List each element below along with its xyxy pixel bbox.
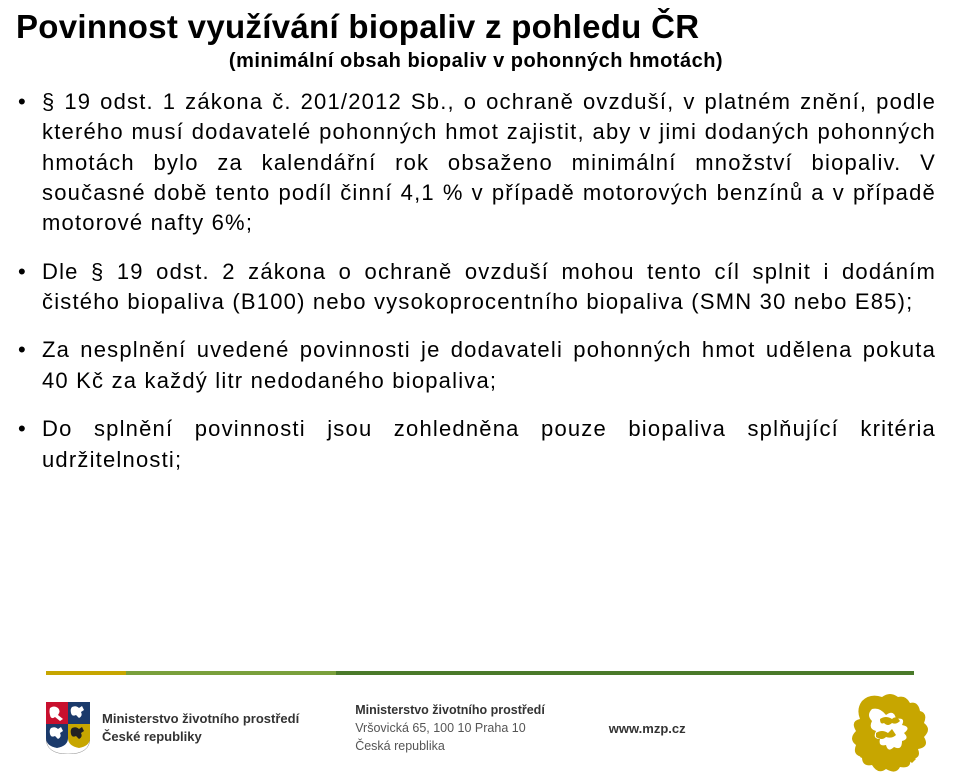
footer-stripe bbox=[46, 671, 914, 675]
page-title: Povinnost využívání biopaliv z pohledu Č… bbox=[16, 8, 936, 46]
logo-text-line2: České republiky bbox=[102, 728, 299, 746]
coat-of-arms-icon bbox=[46, 702, 90, 754]
bullet-text: Dle § 19 odst. 2 zákona o ochraně ovzduš… bbox=[42, 257, 936, 318]
list-item: • Za nesplnění uvedené povinnosti je dod… bbox=[16, 335, 936, 396]
bullet-mark: • bbox=[16, 87, 42, 239]
page-subtitle: (minimální obsah biopaliv v pohonných hm… bbox=[16, 50, 936, 73]
bullet-text: Do splnění povinnosti jsou zohledněna po… bbox=[42, 414, 936, 475]
ministry-url: www.mzp.cz bbox=[609, 721, 686, 736]
bullet-list: • § 19 odst. 1 zákona č. 201/2012 Sb., o… bbox=[16, 87, 936, 475]
list-item: • Do splnění povinnosti jsou zohledněna … bbox=[16, 414, 936, 475]
ministry-logo: Ministerstvo životního prostředí České r… bbox=[46, 702, 299, 754]
list-item: • Dle § 19 odst. 2 zákona o ochraně ovzd… bbox=[16, 257, 936, 318]
lion-watermark-icon bbox=[842, 689, 942, 777]
bullet-mark: • bbox=[16, 414, 42, 475]
ministry-address: Ministerstvo životního prostředí Vršovic… bbox=[355, 701, 545, 755]
logo-text-line1: Ministerstvo životního prostředí bbox=[102, 710, 299, 728]
bullet-mark: • bbox=[16, 257, 42, 318]
address-line: Vršovická 65, 100 10 Praha 10 bbox=[355, 719, 545, 737]
address-line: Česká republika bbox=[355, 737, 545, 755]
stripe-segment bbox=[126, 671, 336, 675]
footer: Ministerstvo životního prostředí České r… bbox=[0, 671, 960, 781]
bullet-mark: • bbox=[16, 335, 42, 396]
address-line: Ministerstvo životního prostředí bbox=[355, 701, 545, 719]
list-item: • § 19 odst. 1 zákona č. 201/2012 Sb., o… bbox=[16, 87, 936, 239]
stripe-segment bbox=[336, 671, 914, 675]
bullet-text: Za nesplnění uvedené povinnosti je dodav… bbox=[42, 335, 936, 396]
stripe-segment bbox=[46, 671, 126, 675]
bullet-text: § 19 odst. 1 zákona č. 201/2012 Sb., o o… bbox=[42, 87, 936, 239]
